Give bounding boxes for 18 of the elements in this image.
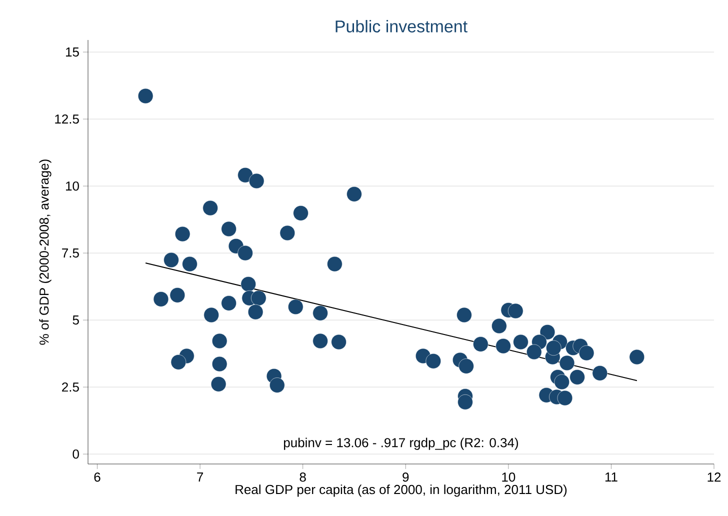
x-tick-label: 12 [708, 472, 721, 482]
x-tick-label: 9 [402, 472, 409, 482]
x-tick-label: 10 [502, 472, 516, 482]
x-tick-label: 8 [300, 472, 306, 482]
x-axis-title: Real GDP per capita (as of 2000, in logarithm, 2011 USD) [236, 484, 567, 497]
y-tick-label: 7.5 [62, 248, 79, 258]
y-tick-label: 10 [66, 181, 79, 191]
x-tick-label: 11 [605, 472, 618, 482]
y-tick-label: 15 [66, 48, 79, 57]
y-tick-label: 12.5 [55, 114, 79, 124]
x-tick-label: 6 [94, 472, 100, 482]
y-tick-label: 2.5 [62, 382, 79, 392]
annotation: pubinv = 13.06 - .917 rgdp_pc (R2: 0.34) [284, 438, 518, 450]
y-tick-label: 0 [72, 449, 79, 459]
y-axis-title: % of GDP (2000-2008, average) [39, 160, 52, 345]
chart-title: Public investment [336, 20, 468, 32]
x-tick-label: 7 [197, 472, 204, 482]
y-tick-label: 5 [72, 316, 79, 325]
